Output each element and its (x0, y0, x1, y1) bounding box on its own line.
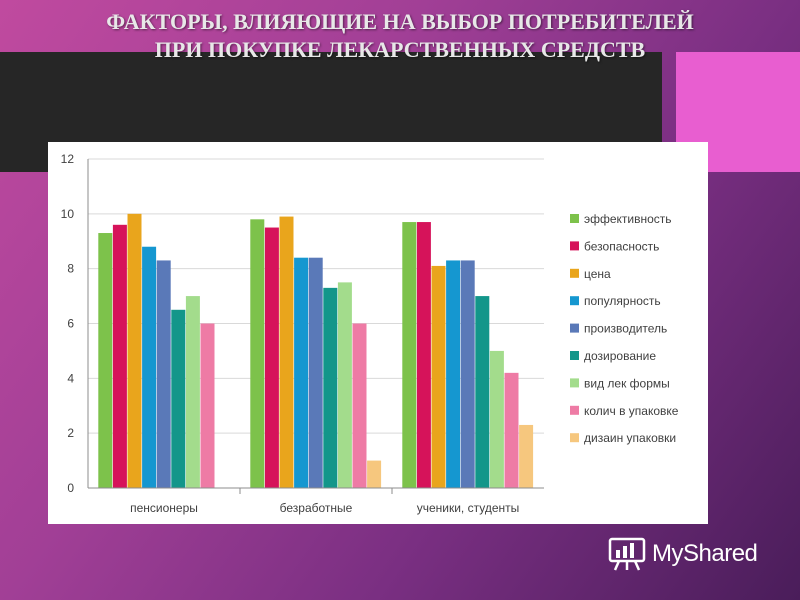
legend-swatch (570, 323, 579, 333)
legend-swatch (570, 296, 579, 306)
legend-label: эффективность (584, 212, 672, 226)
bar-chart: 0 2 4 6 8 10 12 пенсионеры безработные ученики, с… (61, 152, 679, 515)
legend-swatch (570, 241, 579, 251)
legend-swatch (570, 351, 579, 360)
x-tick-label: ученики, студенты (417, 501, 520, 515)
axes: 0 2 4 6 8 10 12 пенсионеры безработные ученики, с… (61, 152, 544, 515)
x-tick-label: безработные (280, 501, 353, 515)
x-tick-label: пенсионеры (130, 501, 198, 515)
bar (264, 227, 279, 488)
bar (489, 350, 504, 488)
legend-label: вид лек формы (584, 376, 670, 390)
watermark: MyShared (608, 534, 758, 574)
y-tick-label: 8 (67, 262, 74, 276)
legend: эффективность безопасность цена популярност… (570, 212, 679, 445)
legend-swatch (570, 378, 579, 388)
bar (156, 260, 171, 488)
legend-swatch (570, 268, 579, 278)
bar (323, 287, 338, 488)
y-tick-label: 6 (67, 317, 74, 331)
legend-label: производитель (584, 322, 667, 336)
bar (127, 213, 142, 488)
bar (416, 222, 431, 488)
bar (142, 246, 157, 488)
bar (279, 216, 294, 488)
y-tick-label: 0 (67, 481, 74, 495)
legend-label: цена (584, 267, 611, 281)
bar (431, 265, 446, 488)
chart-panel: 0 2 4 6 8 10 12 пенсионеры безработные ученики, с… (48, 142, 708, 524)
bar (308, 257, 323, 488)
bar (185, 296, 200, 488)
bar (250, 219, 265, 489)
legend-label: колич в упаковке (584, 404, 679, 418)
bars (98, 213, 534, 489)
watermark-text: MyShared (652, 540, 758, 567)
bar (475, 296, 490, 488)
bar (171, 309, 186, 488)
bar (519, 424, 534, 488)
bar (504, 372, 519, 488)
bar (200, 323, 215, 488)
slide-title-line-2: ПРИ ПОКУПКЕ ЛЕКАРСТВЕННЫХ СРЕДСТВ (154, 37, 646, 62)
legend-label: дозирование (584, 349, 656, 363)
slide-title-line-1: ФАКТОРЫ, ВЛИЯЮЩИЕ НА ВЫБОР ПОТРЕБИТЕЛЕЙ (106, 9, 694, 34)
bar (98, 233, 113, 488)
presentation-board-icon (608, 537, 646, 571)
bar (402, 222, 417, 488)
bar (337, 282, 352, 488)
y-tick-label: 10 (61, 207, 75, 221)
legend-label: популярность (584, 294, 661, 308)
legend-swatch (570, 433, 579, 443)
legend-swatch (570, 214, 579, 223)
legend-swatch (570, 405, 579, 415)
slide-title: ФАКТОРЫ, ВЛИЯЮЩИЕ НА ВЫБОР ПОТРЕБИТЕЛЕЙ … (0, 8, 800, 64)
bar (352, 323, 367, 488)
bar (112, 224, 127, 489)
y-tick-label: 12 (61, 152, 75, 166)
legend-label: безопасность (584, 239, 659, 253)
legend-label: дизаин упаковки (584, 431, 676, 445)
bar (294, 257, 309, 488)
bar (460, 260, 475, 488)
bar (367, 460, 382, 488)
bar (446, 260, 461, 488)
y-tick-label: 2 (67, 426, 74, 440)
y-tick-label: 4 (67, 371, 74, 385)
